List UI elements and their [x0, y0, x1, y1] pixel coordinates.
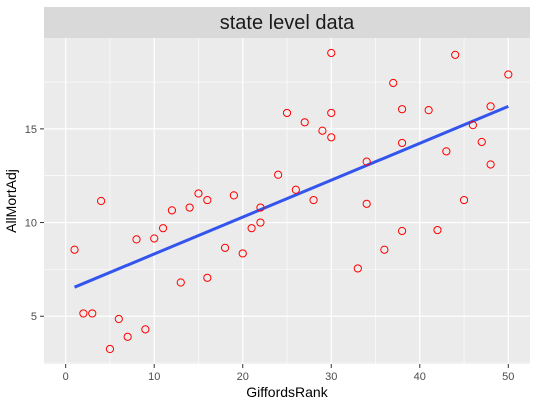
data-point: [291, 185, 300, 194]
data-point: [397, 226, 407, 236]
data-point: [362, 157, 371, 166]
data-point: [397, 138, 407, 148]
x-tick-label: 20: [237, 371, 249, 383]
data-point: [176, 278, 185, 287]
data-point: [256, 218, 265, 227]
data-point: [150, 234, 159, 243]
data-point: [238, 249, 247, 258]
data-point: [185, 203, 194, 212]
x-axis-label: GiffordsRank: [246, 384, 328, 400]
data-point: [70, 245, 79, 254]
x-axis: 0 10 20 30 40 50: [63, 364, 514, 383]
data-point: [220, 243, 230, 252]
data-point: [468, 121, 478, 130]
data-point: [167, 206, 177, 215]
data-point: [486, 160, 495, 169]
data-point: [486, 102, 495, 111]
data-point: [105, 344, 115, 354]
chart-title: state level data: [220, 12, 355, 34]
data-point: [114, 314, 123, 324]
minor-gridlines: [44, 38, 530, 364]
data-point: [141, 325, 150, 334]
data-point: [459, 195, 469, 205]
y-axis: 5 10 15: [25, 124, 44, 323]
data-point: [203, 195, 212, 205]
data-point: [327, 108, 336, 118]
facet-strip: [44, 7, 530, 38]
data-point: [194, 189, 203, 198]
y-tick-label: 5: [31, 311, 37, 323]
x-tick-label: 0: [63, 371, 69, 383]
y-tick-label: 15: [25, 124, 37, 136]
data-point: [353, 264, 362, 273]
data-point: [424, 106, 433, 115]
data-point: [256, 203, 265, 212]
data-point: [433, 225, 442, 235]
data-point: [504, 70, 513, 79]
x-tick-label: 10: [148, 371, 160, 383]
data-point: [247, 224, 256, 233]
data-point: [79, 309, 88, 318]
data-point: [203, 273, 212, 282]
data-point: [451, 50, 460, 59]
data-point: [229, 191, 238, 200]
data-point: [389, 78, 398, 88]
data-point: [282, 108, 292, 118]
data-point: [123, 332, 132, 341]
data-point: [309, 195, 318, 205]
major-gridlines: [44, 38, 530, 364]
data-point: [477, 137, 486, 147]
data-point: [274, 170, 283, 179]
data-point: [318, 126, 327, 135]
data-points: [70, 48, 513, 354]
data-point: [327, 133, 336, 142]
trend-line-layer: [73, 105, 509, 289]
data-point: [88, 309, 97, 318]
y-tick-label: 10: [25, 218, 37, 230]
data-point: [442, 147, 451, 156]
x-tick-label: 40: [414, 371, 426, 383]
trend-line: [73, 105, 509, 289]
data-point: [132, 235, 141, 244]
data-point: [300, 118, 309, 127]
data-point: [397, 105, 407, 114]
y-axis-label: AllMortAdj: [3, 169, 19, 233]
data-point: [380, 245, 389, 254]
data-point: [362, 199, 371, 208]
data-point: [158, 224, 168, 233]
data-point: [96, 196, 106, 206]
data-point: [327, 48, 336, 58]
x-tick-label: 50: [502, 371, 514, 383]
x-tick-label: 30: [325, 371, 337, 383]
